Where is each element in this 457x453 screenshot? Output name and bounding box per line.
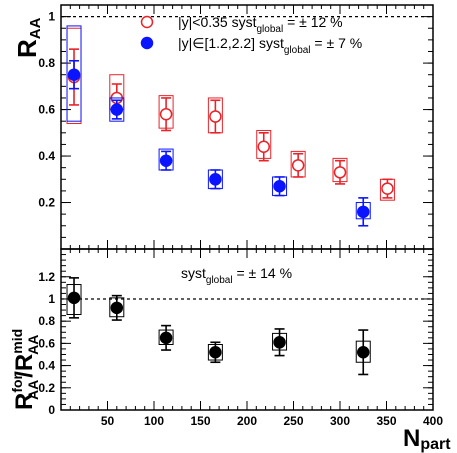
top-y-tick-label: 1	[48, 10, 55, 24]
legend-label-subscript: global	[284, 45, 311, 56]
bottom-data-point	[357, 346, 370, 359]
x-tick-label: 350	[376, 414, 396, 428]
top-syst-box	[109, 97, 125, 122]
bottom-y-tick-label: 0.8	[38, 314, 55, 328]
top-data-point	[291, 159, 305, 172]
bottom-y-axis-title-sup2: mid	[9, 329, 25, 354]
annotation-value: = ± 14 %	[233, 265, 292, 281]
bottom-y-tick-label: 0.2	[38, 381, 55, 395]
top-data-point	[357, 205, 370, 219]
top-data-point	[381, 182, 394, 195]
bottom-y-tick-label: 0	[48, 403, 55, 417]
bottom-y-axis-title-r2: R	[11, 354, 38, 371]
bottom-y-axis-title-sup1: for	[9, 373, 25, 392]
top-y-tick-label: 0.4	[38, 149, 55, 163]
legend-label-value: = ± 12 %	[283, 14, 342, 30]
x-tick-label: 150	[190, 414, 210, 428]
x-axis-title-sub: part	[420, 436, 451, 453]
legend-marker	[140, 15, 154, 29]
top-data-point	[159, 107, 173, 121]
top-data-point	[159, 154, 173, 167]
top-data-point	[273, 180, 286, 193]
annotation-subscript: global	[206, 275, 233, 286]
top-data-point	[209, 173, 222, 186]
top-y-tick-label: 0.8	[38, 56, 55, 70]
bottom-data-point	[67, 291, 81, 305]
bottom-y-axis-title: RforAA/RmidAA	[9, 329, 41, 410]
legend-entry-text: |y|∈[1.2,2.2] systglobal = ± 7 %	[178, 35, 362, 56]
bottom-y-tick-label: 1	[48, 292, 55, 306]
top-syst-box	[66, 25, 82, 122]
legend-entry-text: |y|<0.35 systglobal = ± 12 %	[178, 14, 343, 35]
x-tick-label: 50	[101, 414, 115, 428]
top-data-point	[257, 140, 270, 154]
x-tick-label: 250	[283, 414, 303, 428]
bottom-y-axis-title-slash: /	[11, 371, 38, 378]
bottom-y-axis-title-sub1: AA	[25, 380, 41, 400]
legend-label: |y|∈[1.2,2.2] syst	[178, 35, 284, 51]
legend-label-value: = ± 7 %	[311, 35, 363, 51]
x-axis-title: Npart	[403, 425, 451, 453]
bottom-y-axis-title-r1: R	[11, 393, 38, 410]
bottom-data-point	[159, 331, 173, 345]
bottom-y-tick-label: 0.6	[38, 336, 55, 350]
bottom-panel: 0 0.2 0.4 0.6 0.8 1 1.2 50 100 150 200 250 300 350 400…	[38, 248, 443, 428]
x-tick-label: 400	[423, 414, 443, 428]
bottom-y-axis-title-sub2: AA	[25, 335, 41, 355]
legend-label: |y|<0.35 syst	[178, 14, 257, 30]
top-data-point	[67, 68, 81, 81]
bottom-data-point	[110, 301, 124, 315]
x-tick-label: 300	[330, 414, 350, 428]
syst-global-annotation: systglobal = ± 14 %	[181, 265, 292, 286]
bottom-data-point	[209, 346, 222, 359]
top-y-tick-label: 0.2	[38, 196, 55, 210]
top-data-point	[110, 103, 124, 116]
top-data-point	[209, 110, 222, 123]
x-axis-title-main: N	[403, 425, 420, 452]
top-y-tick-label: 0.6	[38, 103, 55, 117]
bottom-data-point	[273, 336, 286, 349]
axis-labels: RAA RforAA/RmidAA Npart	[9, 17, 451, 453]
top-y-axis-title: RAA	[12, 17, 44, 58]
x-tick-label: 200	[237, 414, 257, 428]
top-data-point	[333, 166, 347, 179]
legend-label-subscript: global	[256, 24, 283, 35]
legend-marker	[140, 36, 154, 50]
top-y-axis-title-sub: AA	[27, 17, 44, 39]
top-y-axis-title-main: R	[12, 39, 42, 58]
bottom-y-tick-label: 0.4	[38, 359, 55, 373]
top-panel: 0.20.40.60.81 |y|<0.35 systglobal = ± 12 …	[38, 4, 434, 250]
annotation-label: syst	[181, 265, 206, 281]
bottom-y-tick-label: 1.2	[38, 270, 55, 284]
x-tick-label: 100	[144, 414, 164, 428]
